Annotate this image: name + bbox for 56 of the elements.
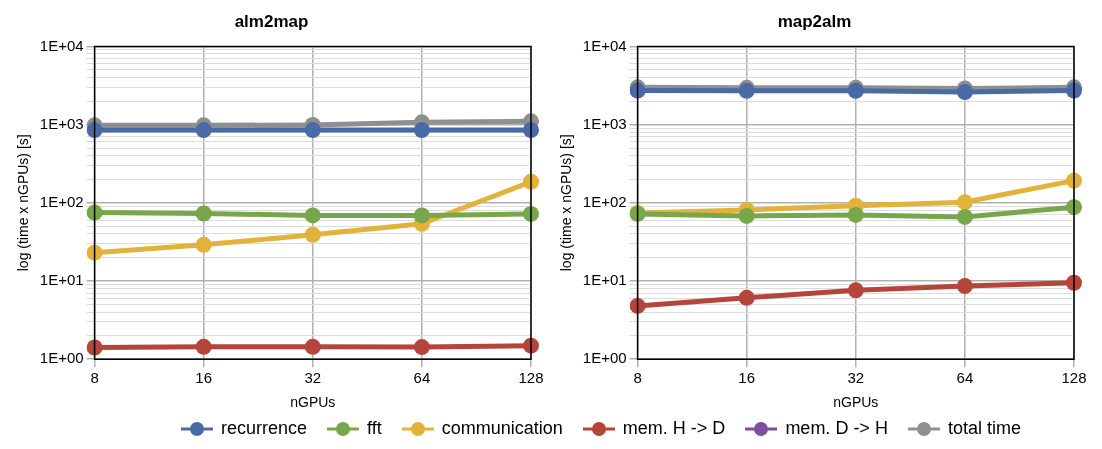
legend-label: mem. H -> D	[622, 418, 726, 439]
legend-label: mem. D -> H	[785, 418, 888, 439]
y-tick-label: 1E+02	[39, 192, 84, 210]
point	[304, 226, 321, 243]
point	[738, 207, 755, 224]
y-tick-label: 1E+01	[582, 271, 627, 289]
point	[738, 289, 755, 306]
y-tick-label: 1E+04	[582, 36, 627, 54]
x-tick-label: 128	[518, 369, 544, 387]
point	[956, 278, 973, 295]
chart-title: map2alm	[777, 11, 852, 31]
point	[956, 194, 973, 211]
y-tick-label: 1E+03	[39, 114, 84, 132]
legend-label: total time	[947, 418, 1021, 439]
y-tick-label: 1E+01	[39, 271, 84, 289]
x-axis-title: nGPUs	[833, 394, 879, 411]
x-axis-title: nGPUs	[290, 394, 336, 411]
point	[847, 206, 864, 223]
point	[413, 207, 430, 224]
point	[195, 122, 212, 139]
y-axis-title: log (time x nGPUs) [s]	[15, 134, 32, 272]
y-tick-label: 1E+00	[39, 349, 84, 367]
legend-label: fft	[367, 418, 382, 439]
point	[413, 122, 430, 139]
point	[86, 204, 103, 221]
point	[304, 338, 321, 355]
point	[304, 207, 321, 224]
point	[195, 205, 212, 222]
x-tick-label: 8	[90, 369, 99, 387]
point	[195, 338, 212, 355]
x-tick-label: 8	[633, 369, 642, 387]
x-tick-label: 64	[956, 369, 974, 387]
y-tick-label: 1E+00	[582, 349, 627, 367]
point	[86, 244, 103, 261]
x-tick-label: 16	[195, 369, 213, 387]
point	[847, 282, 864, 299]
legend-label: communication	[441, 418, 563, 439]
y-axis-title: log (time x nGPUs) [s]	[558, 134, 575, 272]
point	[413, 339, 430, 356]
x-tick-label: 64	[413, 369, 431, 387]
y-tick-label: 1E+02	[582, 192, 627, 210]
point	[956, 208, 973, 225]
x-tick-label: 32	[847, 369, 865, 387]
y-tick-label: 1E+03	[582, 114, 627, 132]
point	[86, 122, 103, 139]
legend-label: recurrence	[221, 418, 308, 439]
x-tick-label: 32	[304, 369, 322, 387]
x-tick-label: 16	[738, 369, 756, 387]
chart-title: alm2map	[234, 11, 309, 31]
y-tick-label: 1E+04	[39, 36, 84, 54]
point	[195, 236, 212, 253]
point	[956, 84, 973, 101]
x-tick-label: 128	[1061, 369, 1087, 387]
point	[304, 122, 321, 139]
point	[629, 297, 646, 314]
point	[86, 339, 103, 356]
